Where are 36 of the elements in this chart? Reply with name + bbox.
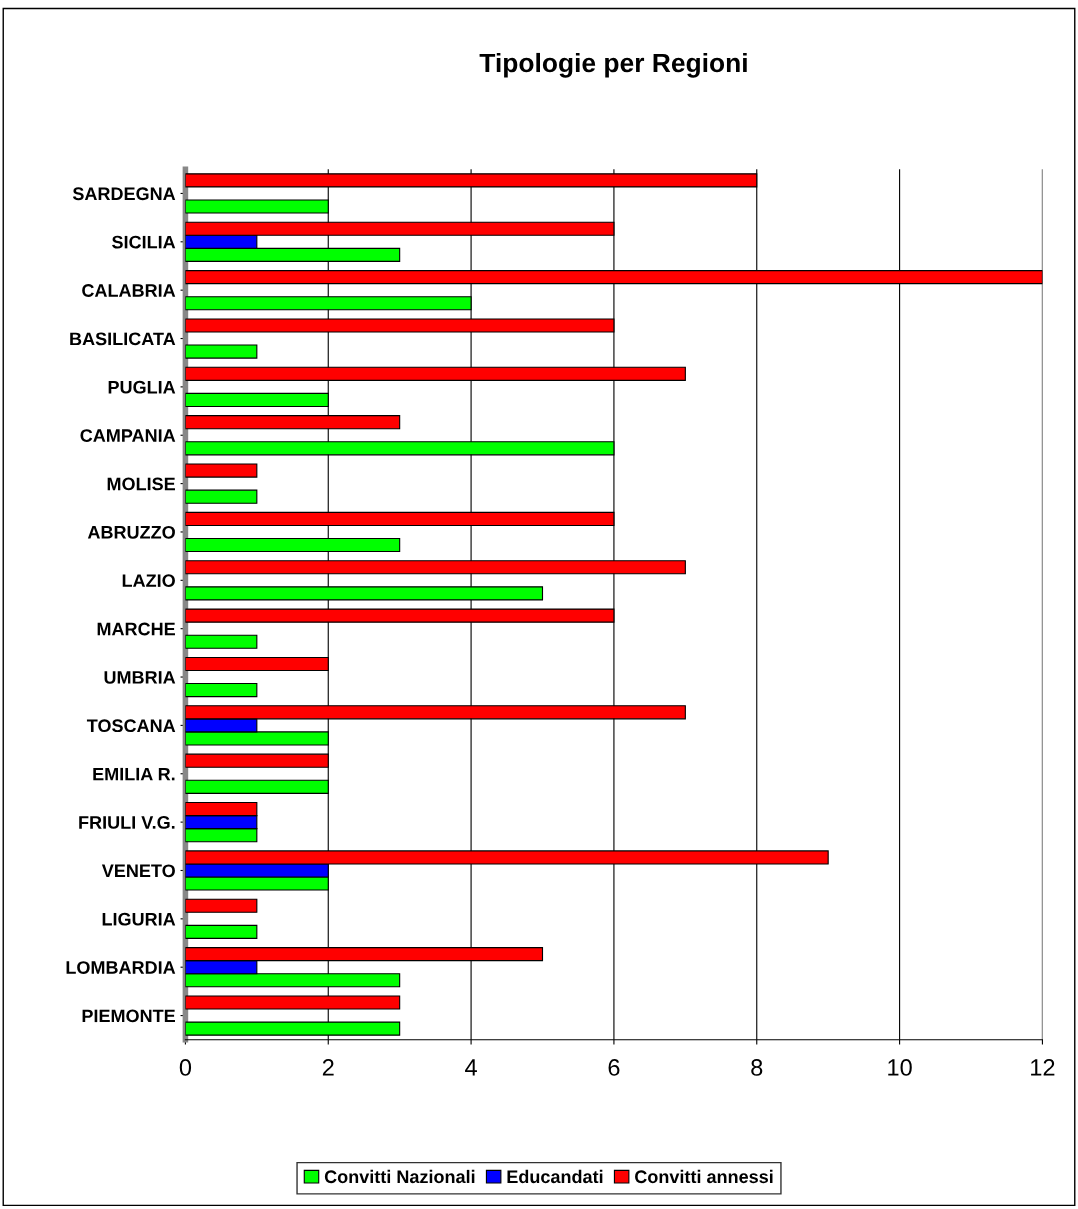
bar bbox=[185, 344, 258, 359]
bar bbox=[185, 683, 258, 698]
bar bbox=[185, 489, 258, 504]
x-tick-label: 8 bbox=[751, 1059, 763, 1076]
x-tick-label: 12 bbox=[1031, 1059, 1055, 1076]
chart-title: Tipologie per Regioni bbox=[479, 52, 747, 78]
y-tick-label: CALABRIA bbox=[82, 284, 176, 297]
y-tick-label: BASILICATA bbox=[70, 332, 176, 346]
bar bbox=[185, 463, 258, 478]
x-tick-label: 6 bbox=[608, 1059, 620, 1076]
bar bbox=[185, 634, 258, 649]
legend-label: Convitti annessi bbox=[635, 1169, 773, 1184]
legend-label: Convitti Nazionali bbox=[324, 1169, 475, 1184]
y-tick-label: PUGLIA bbox=[108, 380, 176, 394]
bar bbox=[185, 924, 258, 939]
y-tick-label: SARDEGNA bbox=[72, 187, 176, 201]
y-tick-label: ABRUZZO bbox=[87, 525, 175, 539]
y-tick-label: LAZIO bbox=[122, 574, 175, 588]
y-tick-label: PIEMONTE bbox=[82, 1009, 175, 1023]
x-tick-label: 4 bbox=[465, 1059, 477, 1076]
y-tick-label: LOMBARDIA bbox=[66, 961, 176, 974]
y-tick-label: CAMPANIA bbox=[80, 429, 176, 442]
y-tick-label: SICILIA bbox=[112, 235, 176, 249]
x-tick-label: 0 bbox=[179, 1059, 192, 1076]
y-tick-label: LIGURIA bbox=[102, 912, 176, 926]
y-tick-label: EMILIA R. bbox=[93, 767, 175, 781]
y-tick-label: MARCHE bbox=[97, 622, 175, 636]
y-tick-label: FRIULI V.G. bbox=[79, 816, 175, 829]
x-tick-label: 10 bbox=[888, 1059, 912, 1076]
x-tick-label: 2 bbox=[322, 1059, 334, 1076]
y-tick-label: VENETO bbox=[101, 864, 175, 878]
y-tick-label: MOLISE bbox=[107, 477, 175, 491]
y-tick-label: TOSCANA bbox=[86, 719, 176, 733]
y-tick-label: UMBRIA bbox=[104, 671, 176, 684]
legend-label: Educandati bbox=[507, 1169, 603, 1184]
bar bbox=[185, 898, 258, 913]
